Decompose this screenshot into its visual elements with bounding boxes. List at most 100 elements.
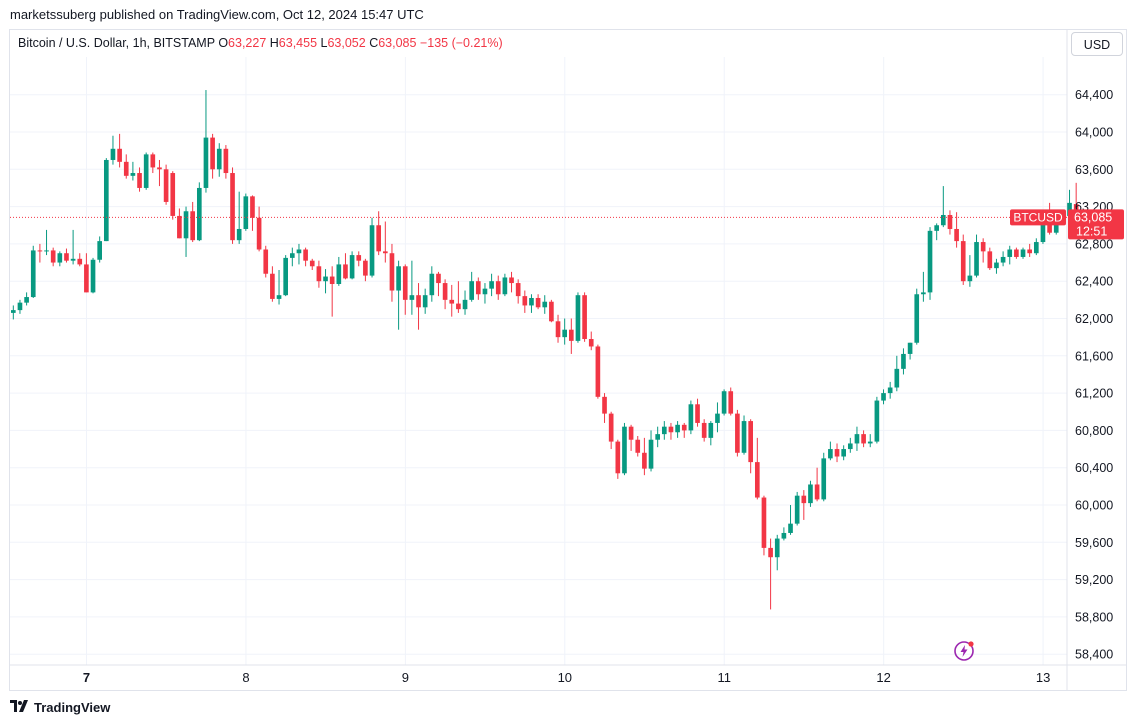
chart-grid <box>10 30 1126 690</box>
y-tick-label: 59,600 <box>1075 536 1113 550</box>
candle <box>57 251 63 267</box>
candle-body <box>907 342 913 354</box>
candle <box>535 294 541 310</box>
y-tick-label: 62,000 <box>1075 312 1113 326</box>
candle <box>987 247 993 271</box>
candle <box>615 439 621 479</box>
candle <box>456 281 461 313</box>
candle <box>329 266 335 317</box>
candle-body <box>409 295 415 300</box>
candle <box>761 495 767 556</box>
candle <box>469 271 474 302</box>
footer-brand[interactable]: TradingView <box>10 700 110 715</box>
candle <box>349 251 355 280</box>
legend-low-label: L <box>320 36 328 50</box>
candle-body <box>1047 222 1052 233</box>
candle <box>661 421 667 440</box>
candle <box>954 212 959 248</box>
y-tick-label: 58,800 <box>1075 610 1113 624</box>
y-tick-label: 60,400 <box>1075 461 1113 475</box>
candle <box>688 400 694 435</box>
candle-body <box>475 281 481 295</box>
footer-brand-label: TradingView <box>34 700 111 715</box>
candle-body <box>343 264 348 279</box>
candle <box>555 314 561 343</box>
candle-body <box>84 264 89 293</box>
candle-body <box>276 295 282 299</box>
symbol-tag-bg <box>1010 209 1066 226</box>
candle-body <box>927 230 933 293</box>
candle-body <box>655 434 660 440</box>
candle <box>409 260 415 315</box>
candle-body <box>648 439 654 469</box>
candle-body <box>701 422 707 438</box>
candle <box>402 264 408 315</box>
y-tick-label: 58,400 <box>1075 648 1113 662</box>
candle-body <box>482 288 488 295</box>
candle <box>794 491 800 526</box>
candle <box>595 344 601 399</box>
candle-body <box>256 217 262 250</box>
candle <box>183 206 189 257</box>
candle <box>867 434 873 448</box>
y-tick-label: 63,600 <box>1075 163 1113 177</box>
candle-body <box>296 249 302 254</box>
lightning-bolt-icon[interactable] <box>953 640 975 662</box>
legend-close-value: 63,085 <box>378 36 417 50</box>
candle-body <box>522 296 528 306</box>
candle-body <box>309 260 315 267</box>
candle-body <box>728 391 734 414</box>
candle <box>44 229 49 256</box>
candle-body <box>867 441 873 444</box>
candle-body <box>562 329 567 338</box>
candle-body <box>535 297 541 308</box>
candle <box>250 195 255 231</box>
candle <box>363 258 368 282</box>
candle <box>894 355 900 392</box>
candle <box>230 167 235 244</box>
candle-body <box>801 495 807 504</box>
candle-body <box>794 495 800 524</box>
candle <box>788 505 793 535</box>
candle <box>396 260 401 330</box>
candle <box>416 283 421 330</box>
candle <box>123 154 129 179</box>
legend-high-label: H <box>269 36 279 50</box>
candle-body <box>356 255 362 261</box>
candle-body <box>316 266 322 282</box>
candle <box>429 266 435 302</box>
candle-body <box>336 264 342 284</box>
x-tick-label: 10 <box>558 670 572 685</box>
y-tick-label: 62,400 <box>1075 275 1113 289</box>
x-tick-label: 11 <box>717 670 731 685</box>
legend-open-value: 63,227 <box>228 36 267 50</box>
candle <box>110 135 116 165</box>
candle <box>847 437 853 453</box>
chart-frame <box>9 29 1127 691</box>
candle-body <box>70 258 76 261</box>
candle <box>223 145 229 179</box>
candle <box>30 245 36 298</box>
candle <box>568 318 574 354</box>
candle-body <box>549 301 554 322</box>
candle <box>422 288 428 314</box>
candle <box>808 480 813 507</box>
currency-button[interactable]: USD <box>1071 32 1123 56</box>
candle <box>628 424 634 451</box>
candle <box>927 227 933 300</box>
candle <box>708 421 714 446</box>
candle-body <box>190 211 196 241</box>
candle <box>701 419 707 442</box>
candle-body <box>110 148 116 160</box>
candle-body <box>64 253 69 261</box>
y-tick-label: 60,000 <box>1075 499 1113 513</box>
legend-low-value: 63,052 <box>327 36 366 50</box>
candle-body <box>954 228 959 242</box>
candle-body <box>555 321 561 338</box>
candle-body <box>77 258 83 265</box>
legend-high-value: 63,455 <box>278 36 318 50</box>
candle-body <box>329 276 335 284</box>
candle <box>64 248 69 263</box>
